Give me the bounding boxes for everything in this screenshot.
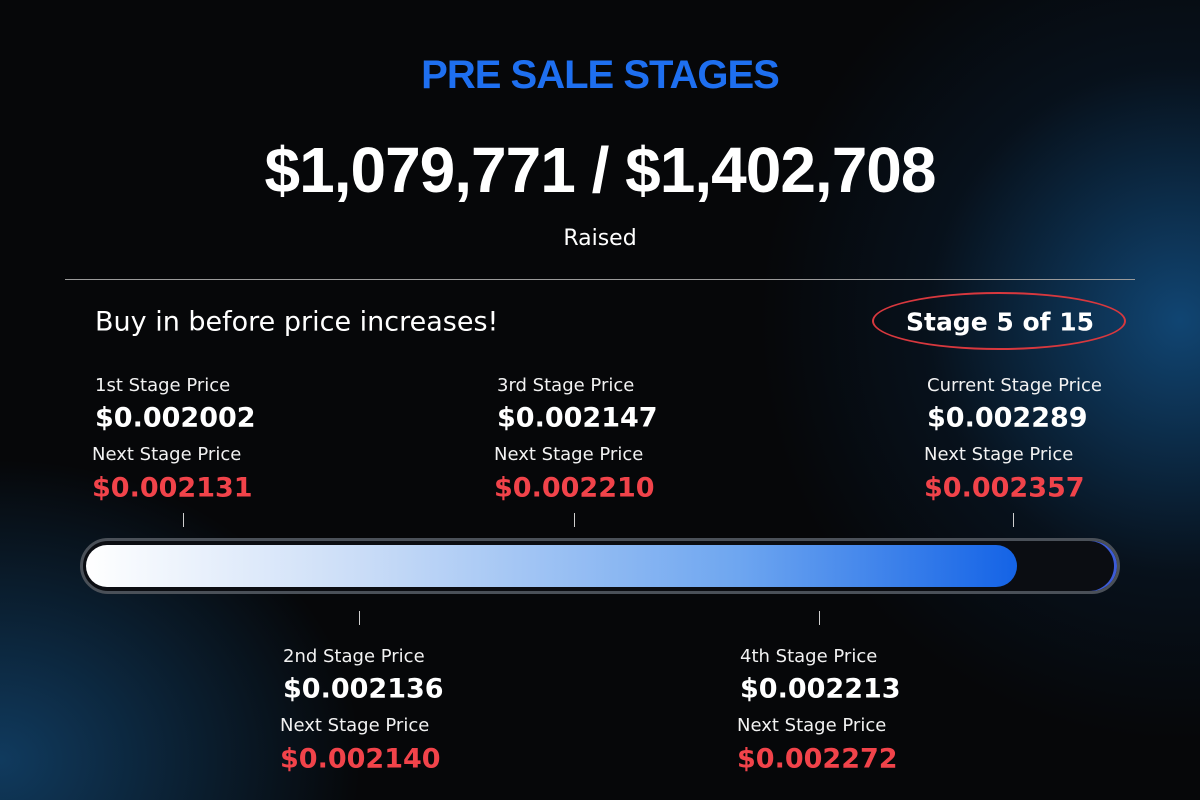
stage-tick: [574, 513, 575, 527]
stage-price: $0.002136: [283, 673, 444, 705]
tagline: Buy in before price increases!: [95, 306, 499, 338]
stage-label: 2nd Stage Price: [283, 646, 425, 667]
raised-label: Raised: [563, 226, 637, 251]
next-stage-label: Next Stage Price: [494, 444, 644, 465]
stage-price: $0.002289: [927, 402, 1088, 434]
next-stage-price: $0.002140: [280, 743, 441, 775]
stage-label: Current Stage Price: [927, 375, 1102, 396]
next-stage-label: Next Stage Price: [92, 444, 242, 465]
progress-fill: [86, 545, 1017, 587]
stage-tick: [819, 611, 820, 625]
raised-amount: $1,079,771 / $1,402,708: [264, 134, 937, 206]
badge-ring: [872, 292, 1126, 350]
next-stage-price: $0.002272: [737, 743, 898, 775]
next-stage-label: Next Stage Price: [737, 715, 887, 736]
stage-label: 1st Stage Price: [95, 375, 231, 396]
stage-tick: [183, 513, 184, 527]
next-stage-price: $0.002131: [92, 472, 253, 504]
next-stage-price: $0.002210: [494, 472, 655, 504]
stage-label: 4th Stage Price: [740, 646, 878, 667]
stage-price: $0.002002: [95, 402, 256, 434]
next-stage-price: $0.002357: [924, 472, 1085, 504]
stage-tick: [1013, 513, 1014, 527]
divider: [65, 279, 1135, 280]
stage-tick: [359, 611, 360, 625]
title: PRE SALE STAGES: [421, 53, 780, 97]
stage-label: 3rd Stage Price: [497, 375, 635, 396]
next-stage-label: Next Stage Price: [924, 444, 1074, 465]
stage-price: $0.002147: [497, 402, 658, 434]
next-stage-label: Next Stage Price: [280, 715, 430, 736]
stage-badge: Stage 5 of 15: [905, 307, 1095, 337]
stage-price: $0.002213: [740, 673, 901, 705]
